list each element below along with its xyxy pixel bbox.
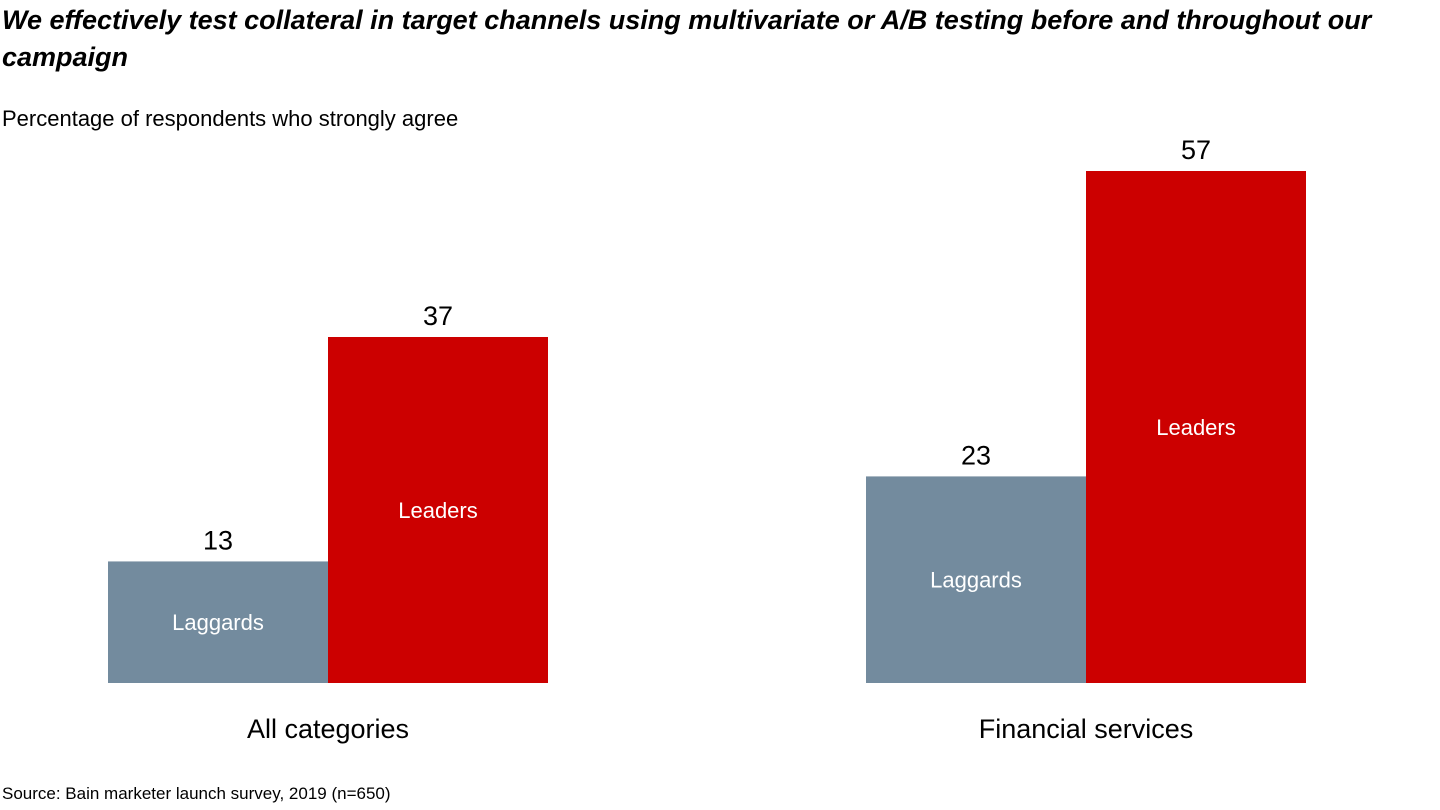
value-label: 13 (203, 525, 233, 555)
chart-title: We effectively test collateral in target… (2, 5, 1372, 72)
series-label: Laggards (930, 568, 1022, 593)
bar-laggards (108, 561, 329, 683)
value-label: 23 (961, 440, 991, 470)
source-note: Source: Bain marketer launch survey, 201… (2, 784, 391, 803)
bar-leaders (328, 337, 548, 683)
bar-laggards (866, 476, 1087, 683)
chart-subtitle: Percentage of respondents who strongly a… (2, 106, 459, 131)
series-label: Leaders (398, 498, 478, 523)
category-label: Financial services (979, 714, 1194, 744)
value-label: 37 (423, 301, 453, 331)
series-label: Laggards (172, 610, 264, 635)
value-label: 57 (1181, 135, 1211, 165)
series-label: Leaders (1156, 415, 1236, 440)
bar-leaders (1086, 171, 1306, 683)
category-label: All categories (247, 714, 409, 744)
